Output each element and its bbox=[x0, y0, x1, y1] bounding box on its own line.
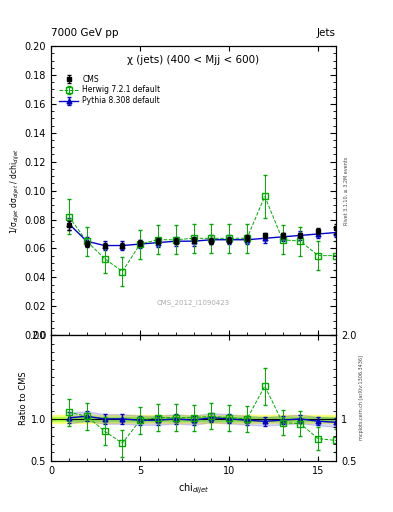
Y-axis label: mcplots.cern.ch [arXiv:1306.3436]: mcplots.cern.ch [arXiv:1306.3436] bbox=[359, 355, 364, 440]
X-axis label: chi$_{dijet}$: chi$_{dijet}$ bbox=[178, 481, 209, 496]
Bar bbox=[51, 417, 336, 421]
Text: Jets: Jets bbox=[317, 28, 336, 38]
Text: CMS_2012_I1090423: CMS_2012_I1090423 bbox=[157, 300, 230, 306]
Bar bbox=[51, 415, 336, 423]
Legend: CMS, Herwig 7.2.1 default, Pythia 8.308 default: CMS, Herwig 7.2.1 default, Pythia 8.308 … bbox=[58, 73, 162, 107]
Text: χ (jets) (400 < Mjj < 600): χ (jets) (400 < Mjj < 600) bbox=[127, 55, 260, 65]
Y-axis label: Ratio to CMS: Ratio to CMS bbox=[19, 371, 28, 425]
Text: 7000 GeV pp: 7000 GeV pp bbox=[51, 28, 119, 38]
Y-axis label: 1/σ$_{dijet}$ dσ$_{dijet}$ / dchi$_{dijet}$: 1/σ$_{dijet}$ dσ$_{dijet}$ / dchi$_{dije… bbox=[9, 147, 22, 233]
Y-axis label: Rivet 3.1.10, ≥ 3.2M events: Rivet 3.1.10, ≥ 3.2M events bbox=[343, 157, 349, 225]
